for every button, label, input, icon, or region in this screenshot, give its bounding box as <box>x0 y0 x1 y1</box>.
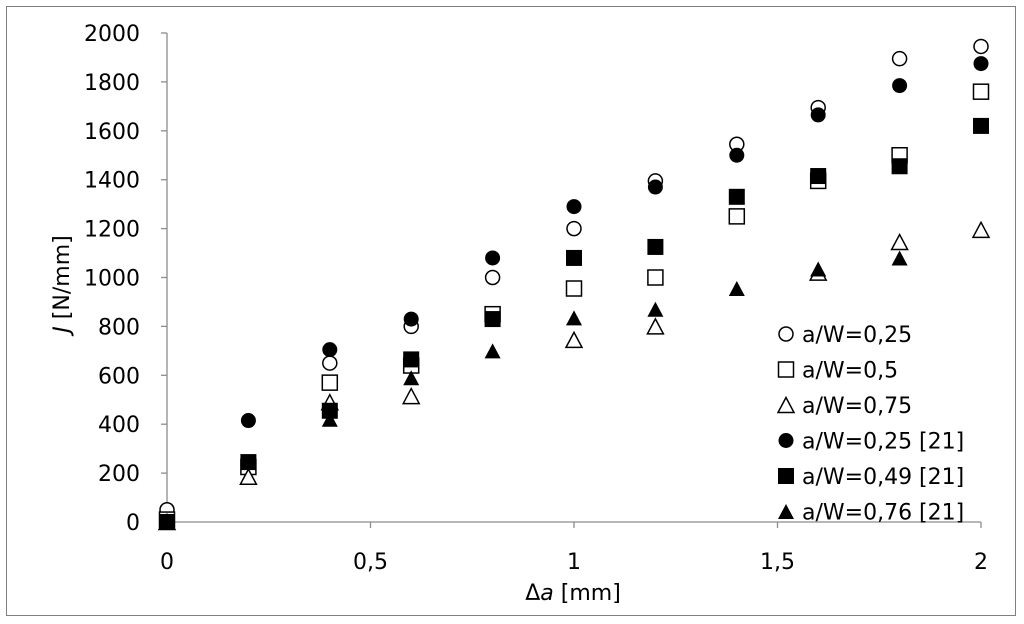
y-tick-label: 0 <box>126 511 140 536</box>
data-point <box>566 249 582 266</box>
y-tick-label: 800 <box>98 315 140 340</box>
legend-marker <box>778 433 794 448</box>
data-point <box>728 208 746 225</box>
data-point <box>239 467 258 486</box>
legend-marker <box>778 326 794 342</box>
data-point <box>240 413 256 429</box>
series-5 <box>159 117 989 530</box>
y-tick-label: 1000 <box>84 267 140 292</box>
data-point <box>566 199 582 215</box>
data-point <box>240 454 257 471</box>
legend-item: a/W=0,25 [21] <box>778 430 964 455</box>
series-2 <box>158 83 990 528</box>
legend-marker <box>776 395 796 414</box>
y-tick-label: 2000 <box>84 22 140 47</box>
data-point <box>810 261 827 277</box>
x-axis-title-variable: a <box>540 581 553 606</box>
data-point <box>322 355 338 371</box>
y-tick-label: 1800 <box>84 71 140 96</box>
y-tick-label: 400 <box>98 413 140 438</box>
data-point <box>890 232 909 251</box>
data-point <box>485 250 501 266</box>
data-point <box>973 117 989 134</box>
data-point <box>729 147 745 163</box>
data-point <box>891 250 908 266</box>
x-axis-title-unit: [mm] <box>554 581 621 606</box>
x-tick-label: 0 <box>160 550 174 575</box>
chart-frame: 0 200 400 600 800 1000 1200 1400 1600 1800 2000 0 0,… <box>6 6 1016 616</box>
data-point <box>810 107 826 123</box>
tick-labels: 0 200 400 600 800 1000 1200 1400 1600 1800 2000 0 0,… <box>84 22 988 575</box>
legend-label: a/W=0,5 <box>802 359 898 384</box>
data-point <box>566 310 582 326</box>
legend-marker <box>778 504 794 519</box>
scatter-chart: 0 200 400 600 800 1000 1200 1400 1600 1800 2000 0 0,… <box>50 22 991 606</box>
legend-marker <box>777 361 795 378</box>
data-point <box>484 311 501 328</box>
legend-label: a/W=0,25 <box>802 323 912 348</box>
legend-label: a/W=0,25 [21] <box>802 430 964 455</box>
data-point <box>403 311 419 327</box>
data-point <box>647 179 663 195</box>
legend: a/W=0,25 a/W=0,5 a/W=0,75 a/W=0,25 [21] a/W=… <box>776 323 964 526</box>
data-point <box>647 269 664 286</box>
data-point <box>891 50 908 67</box>
series-6 <box>159 250 908 529</box>
data-point <box>891 158 908 175</box>
legend-item: a/W=0,76 [21] <box>778 501 964 526</box>
y-axis-title: J [N/mm] <box>50 235 75 336</box>
data-point <box>647 238 664 255</box>
x-axis-title-prefix: Δ <box>525 581 540 606</box>
data-point <box>321 374 339 391</box>
data-point <box>565 280 583 297</box>
data-point <box>321 402 338 419</box>
legend-label: a/W=0,76 [21] <box>802 501 964 526</box>
data-point <box>646 317 665 335</box>
data-point <box>973 38 989 55</box>
x-tick-label: 2 <box>974 550 988 575</box>
legend-marker <box>778 468 794 484</box>
data-point <box>728 281 745 297</box>
data-point <box>972 83 990 100</box>
legend-item: a/W=0,25 <box>778 323 912 348</box>
x-axis-title: Δa [mm] <box>525 581 621 606</box>
data-point <box>321 411 338 427</box>
data-point <box>647 301 664 317</box>
y-axis-title-unit: [N/mm] <box>50 235 75 326</box>
data-point <box>403 370 420 386</box>
y-tick-label: 1600 <box>84 120 140 145</box>
data-point <box>159 513 175 529</box>
data-point <box>484 343 501 359</box>
data-point <box>564 330 584 349</box>
y-tick-label: 600 <box>98 364 140 389</box>
legend-item: a/W=0,75 <box>776 394 912 419</box>
legend-label: a/W=0,75 <box>802 394 912 419</box>
legend-item: a/W=0,49 [21] <box>778 465 964 490</box>
x-tick-label: 1 <box>567 550 581 575</box>
data-point <box>401 386 421 405</box>
data-point <box>403 351 420 368</box>
x-tick-label: 0,5 <box>353 550 388 575</box>
x-tick-label: 1,5 <box>760 550 795 575</box>
data-points <box>157 38 991 531</box>
data-point <box>971 220 991 239</box>
data-point <box>728 188 745 205</box>
series-4 <box>240 56 989 429</box>
data-point <box>810 168 827 185</box>
y-axis-title-variable: J <box>50 326 75 337</box>
data-point <box>322 342 338 358</box>
y-tick-label: 1400 <box>84 169 140 194</box>
data-point <box>892 78 908 94</box>
legend-item: a/W=0,5 <box>777 359 898 384</box>
data-point <box>973 56 989 72</box>
data-point <box>566 220 582 237</box>
data-point <box>484 269 501 286</box>
y-tick-label: 200 <box>98 462 140 487</box>
legend-label: a/W=0,49 [21] <box>802 465 964 490</box>
y-tick-label: 1200 <box>84 218 140 243</box>
